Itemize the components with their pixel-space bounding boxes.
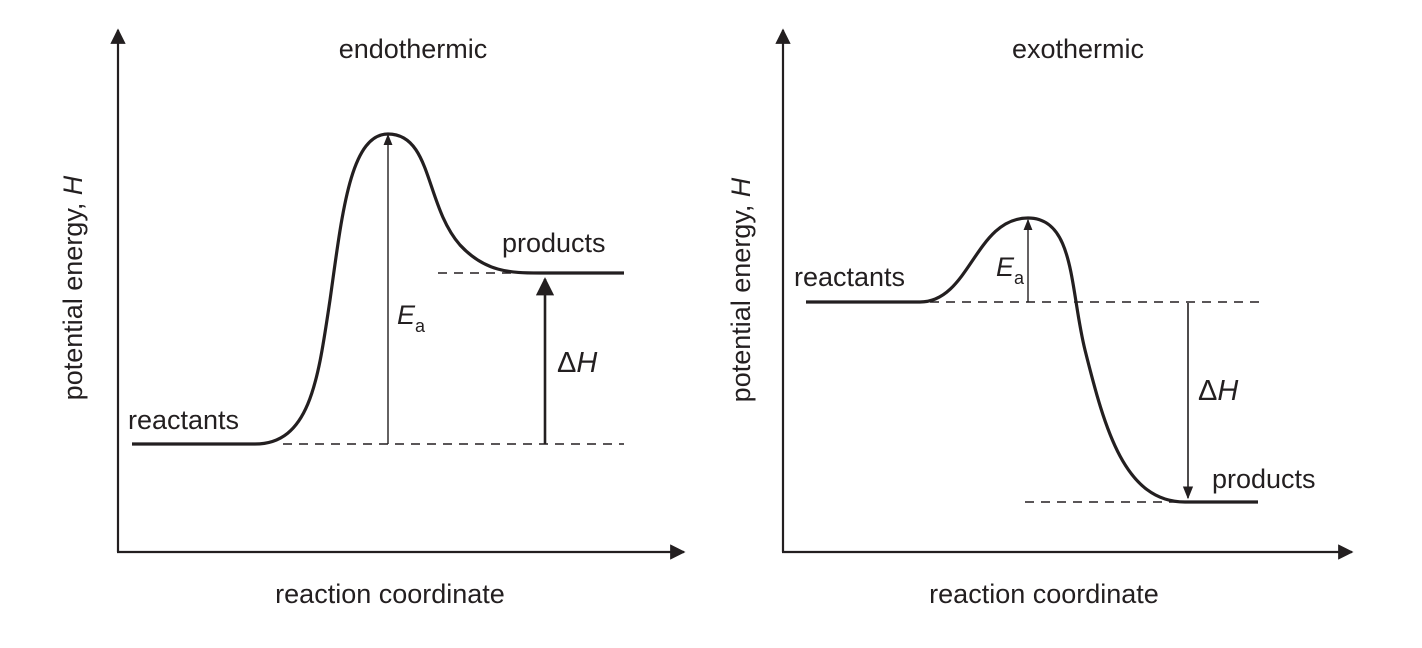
exothermic-ea-label: Ea [996, 252, 1025, 288]
endothermic-x-axis-label: reaction coordinate [275, 579, 505, 609]
endothermic-panel: endothermic products reactants reaction … [58, 28, 686, 609]
endothermic-products-label: products [502, 228, 606, 258]
exothermic-title: exothermic [1012, 34, 1144, 64]
endothermic-title: endothermic [339, 34, 488, 64]
exothermic-products-label: products [1212, 464, 1316, 494]
exothermic-dh-label: ΔH [1198, 375, 1238, 407]
endothermic-energy-curve [132, 132, 624, 446]
exothermic-energy-curve [806, 216, 1258, 504]
endothermic-y-axis-label: potential energy, H [58, 175, 88, 400]
exothermic-panel: exothermic reactants products reaction c… [726, 28, 1354, 609]
exothermic-y-axis-label: potential energy, H [726, 177, 756, 402]
endothermic-ea-label: Ea [397, 300, 426, 336]
exothermic-reactants-label: reactants [794, 262, 905, 292]
endothermic-dh-label: ΔH [557, 347, 597, 379]
exothermic-x-axis-label: reaction coordinate [929, 579, 1159, 609]
endothermic-reactants-label: reactants [128, 405, 239, 435]
